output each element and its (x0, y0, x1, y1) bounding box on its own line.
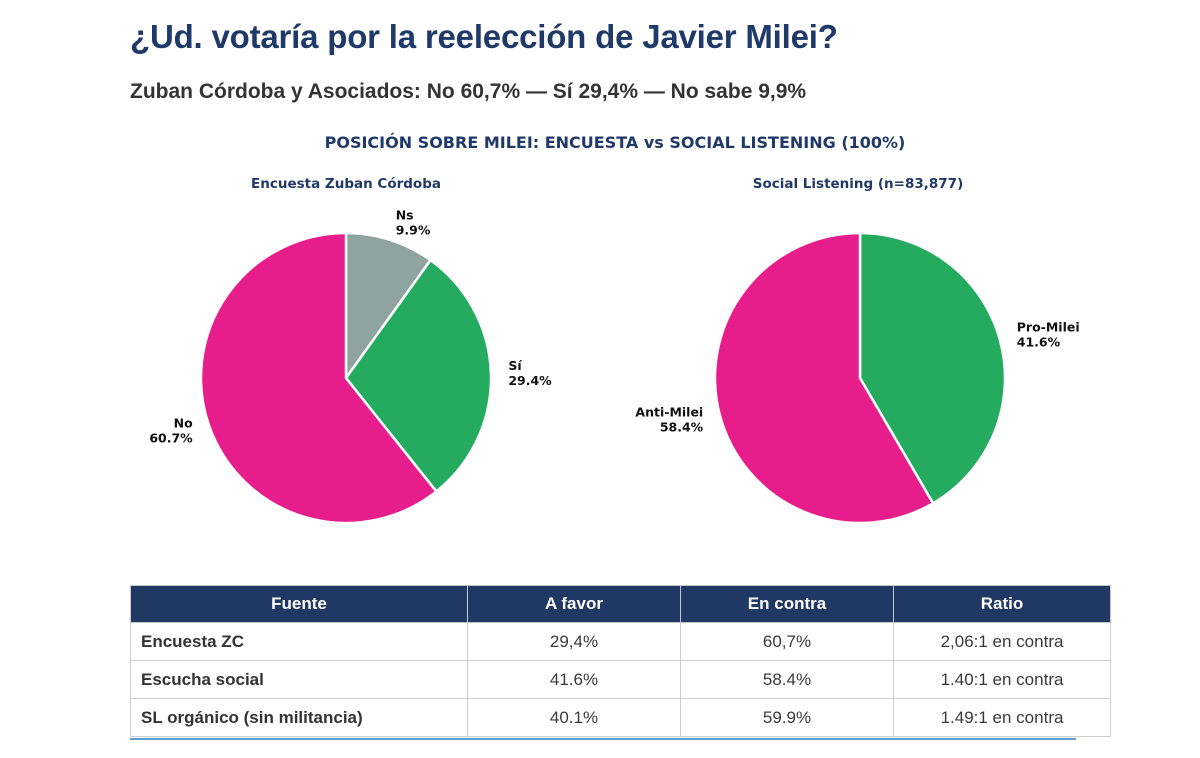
cell-ratio: 1.40:1 en contra (893, 660, 1111, 699)
chart-figure: POSICIÓN SOBRE MILEI: ENCUESTA vs SOCIAL… (0, 120, 1200, 560)
table-row: Encuesta ZC 29,4% 60,7% 2,06:1 en contra (130, 622, 1111, 661)
pie-label: Pro-Milei 41.6% (1017, 320, 1080, 350)
col-header-a-favor: A favor (467, 585, 681, 623)
pie-social-listening: Pro-Milei 41.6% Anti-Milei 58.4% (635, 231, 1080, 525)
pie-slice-pro-milei (858, 231, 1007, 505)
comparison-table: Fuente A favor En contra Ratio Encuesta … (130, 585, 1111, 737)
page-title: ¿Ud. votaría por la reelección de Javier… (130, 18, 838, 55)
table-header-row: Fuente A favor En contra Ratio (130, 585, 1111, 623)
cell-a-favor: 41.6% (467, 660, 681, 699)
cell-en-contra: 59.9% (680, 698, 894, 737)
cell-en-contra: 60,7% (680, 622, 894, 661)
cell-fuente: Encuesta ZC (130, 622, 468, 661)
cell-a-favor: 40.1% (467, 698, 681, 737)
pie-label: Sí 29.4% (508, 358, 552, 388)
pie-slice-anti-milei (713, 231, 935, 525)
table-row: SL orgánico (sin militancia) 40.1% 59.9%… (130, 698, 1111, 737)
col-header-fuente: Fuente (130, 585, 468, 623)
cell-fuente: Escucha social (130, 660, 468, 699)
table-row: Escucha social 41.6% 58.4% 1.40:1 en con… (130, 660, 1111, 699)
pie-title-social: Social Listening (n=83,877) (753, 176, 964, 192)
pie-slice-no (199, 231, 439, 525)
bottom-divider (130, 738, 1076, 740)
cell-a-favor: 29,4% (467, 622, 681, 661)
comparison-table-wrap: Fuente A favor En contra Ratio Encuesta … (130, 585, 1111, 737)
cell-ratio: 2,06:1 en contra (893, 622, 1111, 661)
pie-charts-svg: POSICIÓN SOBRE MILEI: ENCUESTA vs SOCIAL… (149, 133, 1080, 525)
pie-encuesta: Ns 9.9% Sí 29.4% No 60.7% (149, 207, 552, 525)
pie-title-encuesta: Encuesta Zuban Córdoba (251, 176, 441, 192)
col-header-ratio: Ratio (893, 585, 1111, 623)
pie-label: No 60.7% (149, 416, 193, 446)
cell-ratio: 1.49:1 en contra (893, 698, 1111, 737)
page-subtitle: Zuban Córdoba y Asociados: No 60,7% — Sí… (130, 80, 807, 103)
figure-title: POSICIÓN SOBRE MILEI: ENCUESTA vs SOCIAL… (325, 133, 906, 152)
cell-en-contra: 58.4% (680, 660, 894, 699)
pie-slice-s- (344, 258, 493, 494)
pie-label: Anti-Milei 58.4% (635, 404, 703, 434)
pie-label: Ns 9.9% (396, 207, 431, 237)
cell-fuente: SL orgánico (sin militancia) (130, 698, 468, 737)
col-header-en-contra: En contra (680, 585, 894, 623)
pie-slice-ns (344, 231, 433, 382)
